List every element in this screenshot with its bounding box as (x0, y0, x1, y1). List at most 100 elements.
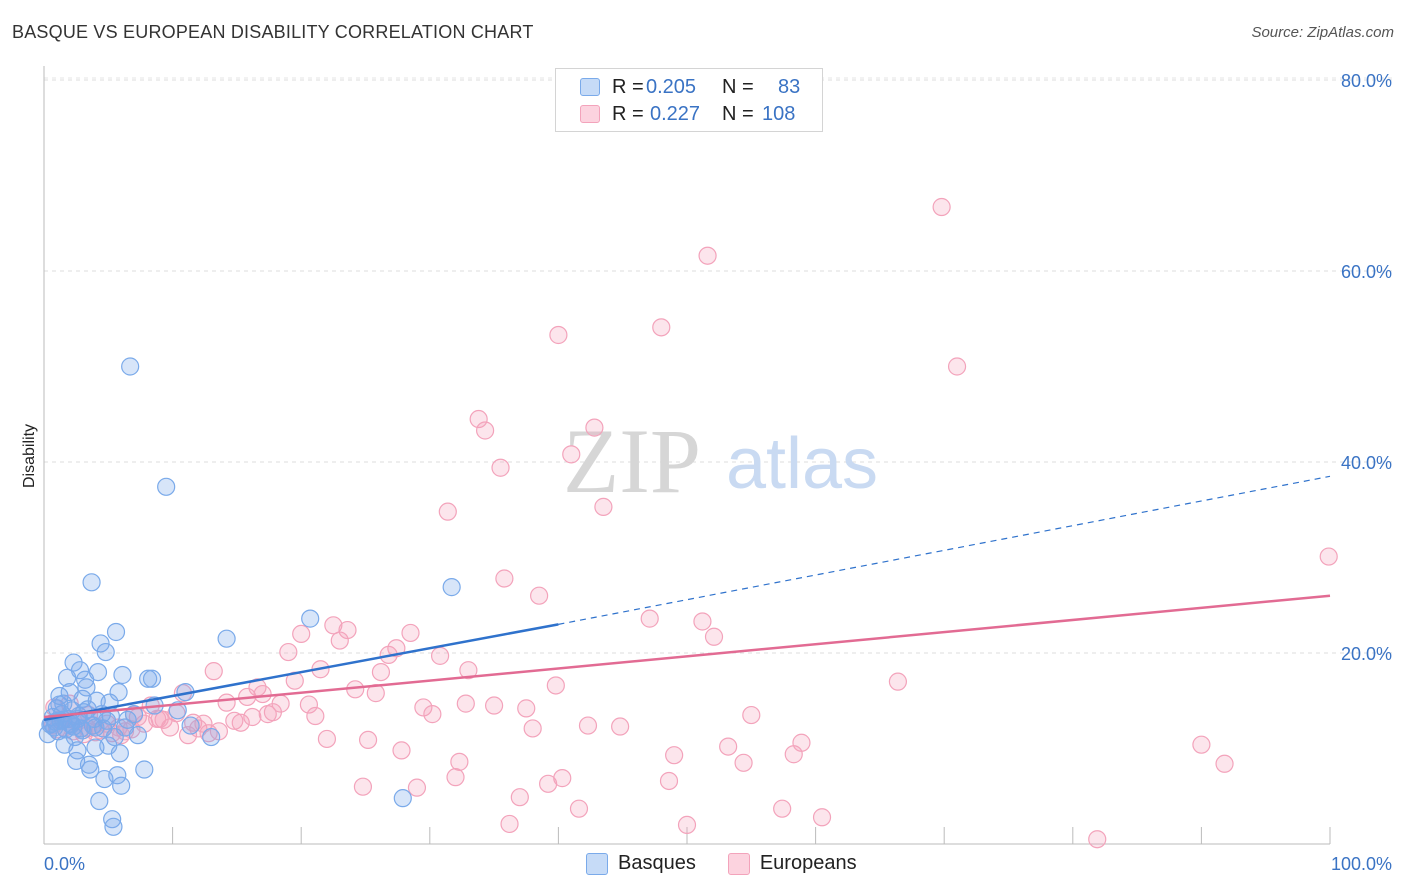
basque-point (88, 662, 108, 682)
legend-item-europeans[interactable]: Europeans (727, 852, 857, 875)
european-point (677, 815, 697, 835)
european-point (594, 497, 613, 516)
basque-point (103, 810, 122, 829)
basque-point (142, 669, 162, 688)
european-point (491, 458, 510, 477)
european-point (665, 746, 684, 765)
tick-labels: 20.0% 40.0% 60.0% 80.0% 0.0% 100.0% (44, 71, 1392, 874)
european-point (704, 627, 724, 646)
watermark: ZIP atlas (563, 410, 878, 512)
basque-point (181, 716, 200, 735)
basque-point (110, 744, 129, 763)
legend-r-value: 0.227 (650, 102, 701, 125)
basque-point (64, 653, 83, 672)
european-point (485, 696, 504, 715)
european-point (438, 502, 457, 521)
basque-point (113, 665, 132, 685)
european-point (569, 799, 589, 818)
european-point (932, 197, 951, 217)
basque-point (135, 760, 154, 779)
basque-point (139, 669, 158, 688)
european-point (423, 705, 442, 724)
european-point (773, 799, 792, 818)
european-point (698, 246, 717, 265)
grid-lines (44, 77, 1392, 654)
basque-point (168, 701, 187, 720)
european-point (792, 733, 811, 752)
legend-r-label: R = (612, 75, 644, 98)
european-point (549, 325, 568, 345)
basque-point (86, 718, 105, 737)
basque-point (81, 760, 100, 779)
axes (43, 66, 1331, 845)
european-point (693, 612, 712, 631)
european-point (150, 709, 169, 728)
european-point (585, 418, 604, 437)
european-point (306, 706, 325, 726)
european-point (459, 661, 478, 680)
x-tick-label: 0.0% (44, 854, 85, 874)
european-point (888, 672, 908, 691)
basque-point (70, 661, 90, 680)
legend-swatch-basques (580, 78, 600, 96)
legend-n-label: N = (722, 75, 754, 98)
legend-item-basques[interactable]: Basques (586, 852, 696, 875)
european-point (742, 705, 761, 725)
x-tick-label: 100.0% (1331, 854, 1392, 874)
basque-point (442, 578, 461, 597)
european-point (324, 616, 343, 635)
european-point (204, 662, 223, 681)
legend-swatch-europeans (727, 852, 750, 875)
european-point (734, 753, 753, 772)
european-point (562, 445, 581, 464)
european-point (371, 662, 391, 682)
legend-row-europeans: R = 0.227 N = 108 (580, 101, 795, 127)
watermark-zip: ZIP (563, 410, 701, 512)
european-point (392, 741, 411, 760)
basque-point (109, 683, 128, 702)
european-point (719, 737, 738, 756)
european-point (1319, 547, 1338, 566)
european-point (947, 357, 967, 376)
european-point (611, 717, 630, 736)
european-point (414, 698, 433, 717)
european-point (469, 409, 488, 429)
legend-swatch-basques (586, 852, 608, 875)
european-point (475, 421, 495, 440)
basque-point (108, 766, 127, 785)
european-point (652, 318, 671, 337)
legend-r-label: R = (612, 102, 644, 125)
basque-point (106, 622, 126, 642)
european-point (450, 752, 469, 771)
basque-point (104, 817, 123, 836)
basque-point (77, 678, 96, 697)
european-point (659, 771, 679, 791)
chart-title: BASQUE VS EUROPEAN DISABILITY CORRELATIO… (12, 22, 534, 42)
european-point (446, 768, 465, 787)
basque-trend-extension (558, 475, 1331, 625)
legend-label-europeans: Europeans (759, 852, 857, 874)
legend-row-basques: R = 0.205 N = 83 (580, 74, 800, 100)
european-point (523, 719, 542, 738)
european-point (500, 814, 519, 834)
legend-label-basques: Basques (618, 852, 696, 874)
basque-point (68, 741, 87, 760)
watermark-atlas: atlas (726, 424, 878, 504)
legend-r-value: 0.205 (646, 75, 697, 98)
european-point (1192, 735, 1211, 754)
european-point (553, 769, 572, 788)
european-point (510, 788, 529, 807)
basque-point (90, 791, 109, 811)
y-tick-label: 80.0% (1341, 71, 1392, 91)
european-point (353, 777, 373, 796)
european-point (243, 707, 262, 727)
source-label: Source: ZipAtlas.com (1251, 24, 1394, 41)
european-trend-line (43, 594, 1331, 719)
series-legend: Basques Europeans (586, 852, 889, 875)
basque-point (301, 609, 320, 628)
basque-point (121, 357, 140, 376)
data-points (38, 197, 1338, 849)
european-point (225, 711, 244, 730)
basque-point (82, 573, 101, 592)
